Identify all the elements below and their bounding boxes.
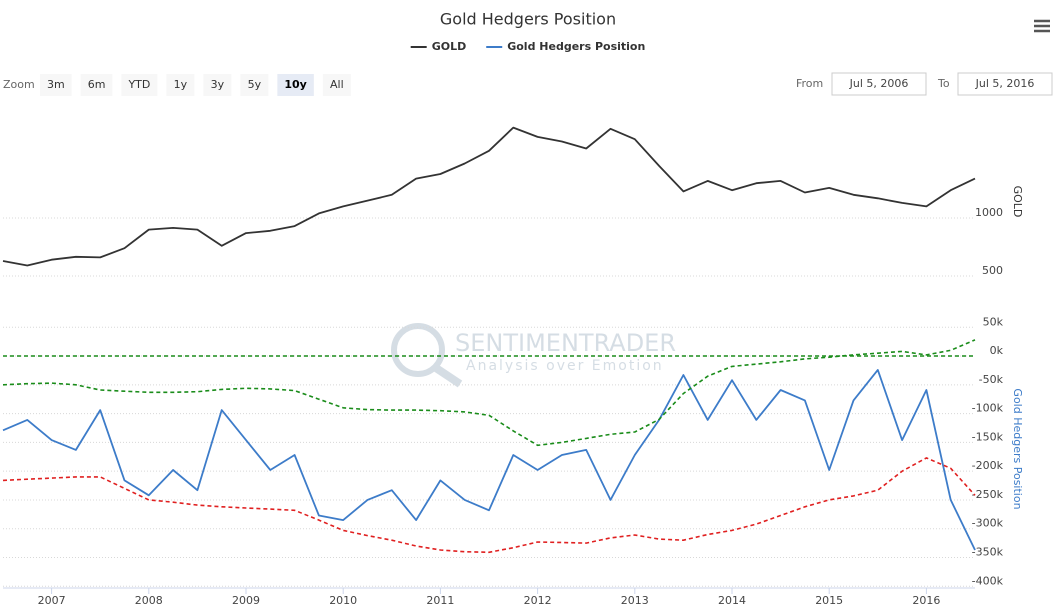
series-line [2,369,976,551]
y-axis-title: GOLD [1011,186,1024,218]
range-input-value: Jul 5, 2016 [975,77,1035,90]
legend-label: GOLD [432,40,467,53]
zoom-button-bg[interactable] [121,74,158,96]
legend: GOLD Gold Hedgers Position [410,40,645,53]
zoom-button[interactable]: 3y [203,74,232,96]
watermark-logo [391,323,445,377]
watermark-brand: SENTIMENTRADER [455,329,676,357]
watermark-logo [433,364,463,388]
zoom-button-bg[interactable] [80,74,113,96]
x-tick-label: 2010 [329,594,357,607]
range-input[interactable] [831,72,927,96]
zoom-button-label: 3m [47,78,65,91]
y-tick-label: 50k [983,315,1004,328]
x-tick-label: 2011 [426,594,454,607]
watermark: SENTIMENTRADER Analysis over Emotion [391,323,676,388]
zoom-button-bg[interactable] [240,74,269,96]
x-tick-label: 2009 [232,594,260,607]
y-tick-label: -400k [972,574,1004,587]
zoom-button-bg[interactable] [40,74,72,96]
zoom-button-bg[interactable] [277,74,314,96]
zoom-button-label: 3y [211,78,225,91]
zoom-button-bg[interactable] [203,74,232,96]
series-line [2,126,976,267]
zoom-button-label: 6m [88,78,106,91]
legend-item[interactable]: GOLD [410,40,467,53]
zoom-button-bg[interactable] [322,74,351,96]
range-label: From [796,77,823,90]
zoom-button[interactable]: 1y [166,74,195,96]
range-input-value: Jul 5, 2006 [849,77,909,90]
y-tick-label: 1000 [975,206,1003,219]
y-tick-label: -300k [972,517,1004,530]
legend-label: Gold Hedgers Position [507,40,645,53]
band-line [2,339,976,447]
zoom-button[interactable]: 5y [240,74,269,96]
x-tick-label: 2015 [815,594,843,607]
y-tick-label: -250k [972,488,1004,501]
menu-button[interactable] [1030,16,1052,36]
y-tick-label: -350k [972,545,1004,558]
zoom-button[interactable]: 6m [80,74,113,96]
x-tick-label: 2007 [38,594,66,607]
x-tick-label: 2012 [524,594,552,607]
y-axis-title: Gold Hedgers Position [1011,388,1024,509]
zoom-button-label: 5y [248,78,262,91]
chart-title: Gold Hedgers Position [440,10,616,29]
y-tick-label: -150k [972,430,1004,443]
legend-item[interactable]: Gold Hedgers Position [486,40,645,53]
y-tick-label: 0k [990,344,1004,357]
zoom-button[interactable]: 10y [277,74,314,96]
x-tick-label: 2013 [621,594,649,607]
zoom-button[interactable]: YTD [121,74,158,96]
band-line [2,457,976,554]
zoom-button-label: 10y [284,78,306,91]
x-tick-label: 2008 [135,594,163,607]
zoom-label: Zoom [3,78,35,91]
x-tick-label: 2014 [718,594,746,607]
y-tick-label: 500 [982,264,1003,277]
zoom-button-label: 1y [174,78,188,91]
range-input[interactable] [957,72,1053,96]
zoom-button[interactable]: 3m [40,74,72,96]
x-tick-label: 2016 [912,594,940,607]
y-tick-label: -200k [972,459,1004,472]
zoom-button-bg[interactable] [166,74,195,96]
range-label: To [937,77,950,90]
zoom-button-label: All [330,78,344,91]
zoom-button[interactable]: All [322,74,351,96]
y-tick-label: -50k [979,373,1004,386]
zoom-button-label: YTD [127,78,150,91]
y-tick-label: -100k [972,402,1004,415]
watermark-tagline: Analysis over Emotion [466,358,664,374]
